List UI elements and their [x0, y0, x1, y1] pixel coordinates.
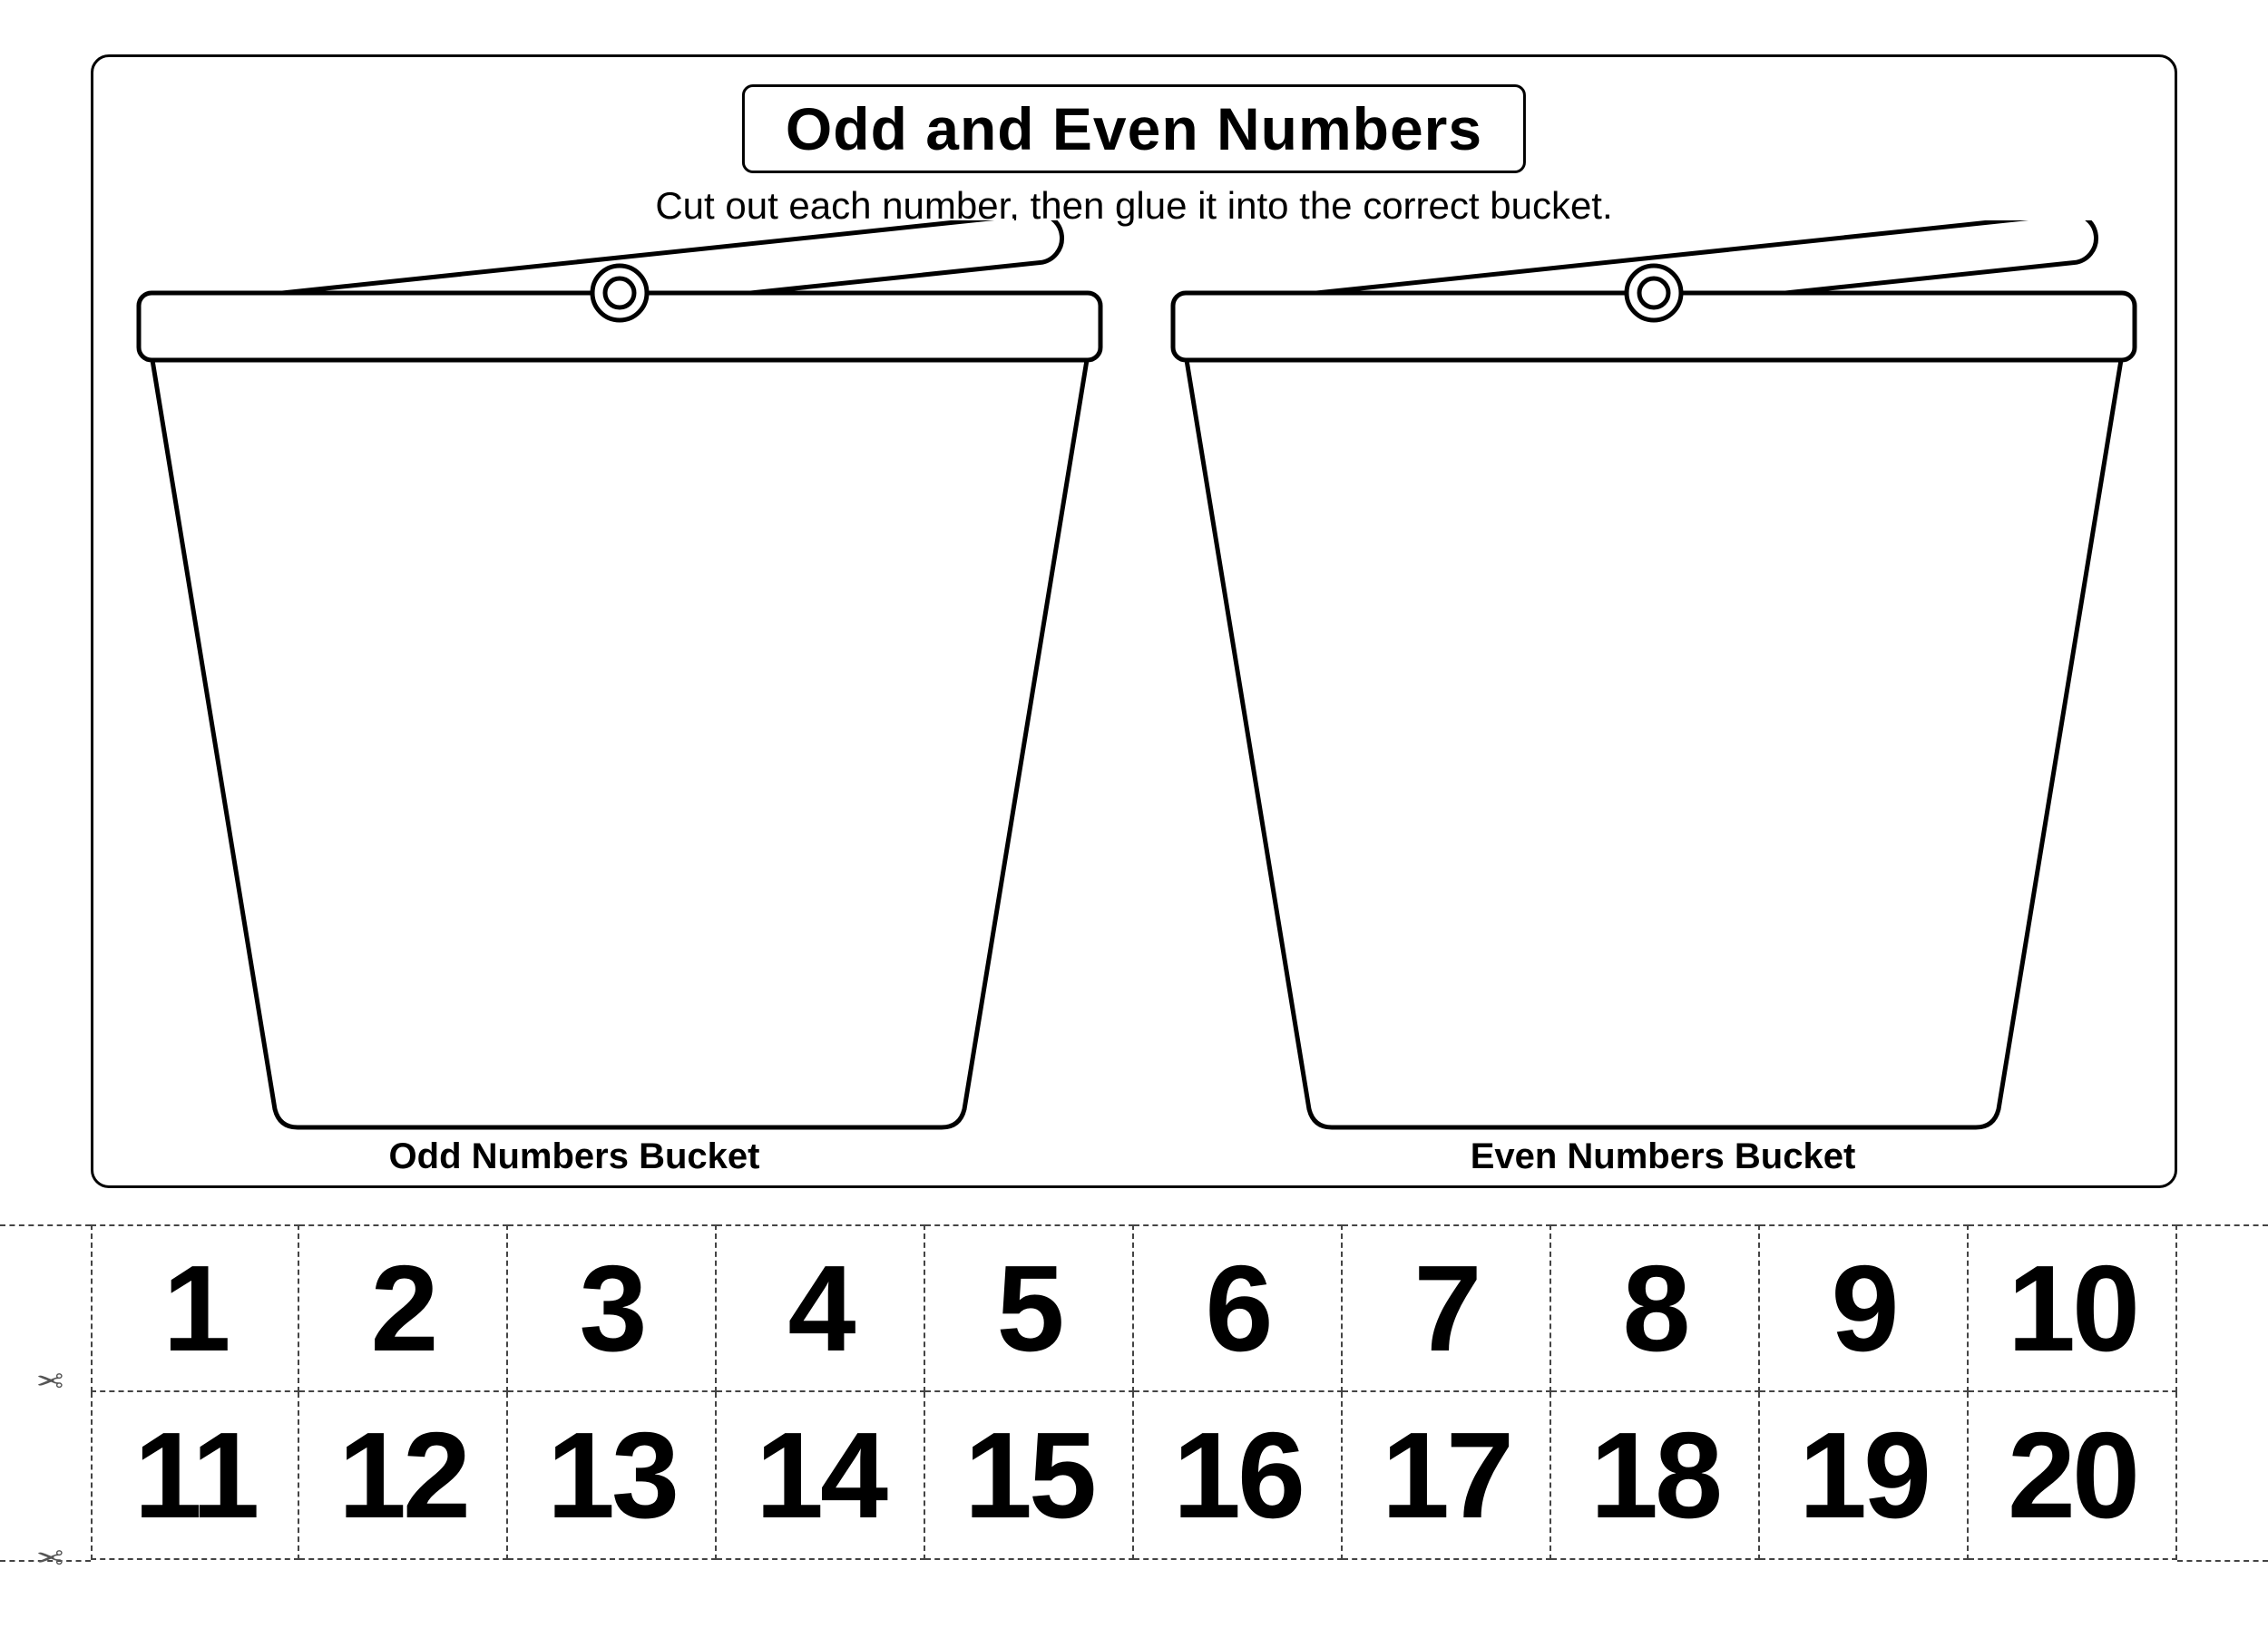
number-tile: 2 — [299, 1224, 508, 1392]
number-tile: 17 — [1343, 1392, 1551, 1560]
number-tile: 19 — [1760, 1392, 1969, 1560]
number-tile: 10 — [1969, 1224, 2177, 1392]
number-tile: 8 — [1551, 1224, 1760, 1392]
even-bucket-label: Even Numbers Bucket — [1436, 1136, 1890, 1177]
number-tile: 5 — [925, 1224, 1134, 1392]
number-tile: 15 — [925, 1392, 1134, 1560]
number-tile: 14 — [717, 1392, 925, 1560]
number-tile: 16 — [1134, 1392, 1343, 1560]
even-numbers-bucket — [1119, 220, 2162, 1136]
number-tile: 7 — [1343, 1224, 1551, 1392]
number-tile: 4 — [717, 1224, 925, 1392]
number-tile: 3 — [508, 1224, 717, 1392]
odd-numbers-bucket — [84, 220, 1128, 1136]
number-tile: 20 — [1969, 1392, 2177, 1560]
odd-bucket-label: Odd Numbers Bucket — [347, 1136, 801, 1177]
worksheet-frame: Odd and Even Numbers Cut out each number… — [91, 54, 2177, 1188]
number-tile: 13 — [508, 1392, 717, 1560]
cutout-row-2: 11 12 13 14 15 16 17 18 19 20 — [0, 1392, 2268, 1560]
number-tile: 9 — [1760, 1224, 1969, 1392]
number-tile: 11 — [91, 1392, 299, 1560]
number-tile: 1 — [91, 1224, 299, 1392]
cutout-row-1: 1 2 3 4 5 6 7 8 9 10 — [0, 1224, 2268, 1392]
scissors-icon: ✂ — [36, 1537, 64, 1575]
worksheet-title: Odd and Even Numbers — [742, 84, 1526, 173]
cutout-strip: 1 2 3 4 5 6 7 8 9 10 11 12 13 14 15 16 1… — [0, 1224, 2268, 1560]
scissors-icon: ✂ — [36, 1360, 64, 1399]
number-tile: 18 — [1551, 1392, 1760, 1560]
number-tile: 6 — [1134, 1224, 1343, 1392]
number-tile: 12 — [299, 1392, 508, 1560]
